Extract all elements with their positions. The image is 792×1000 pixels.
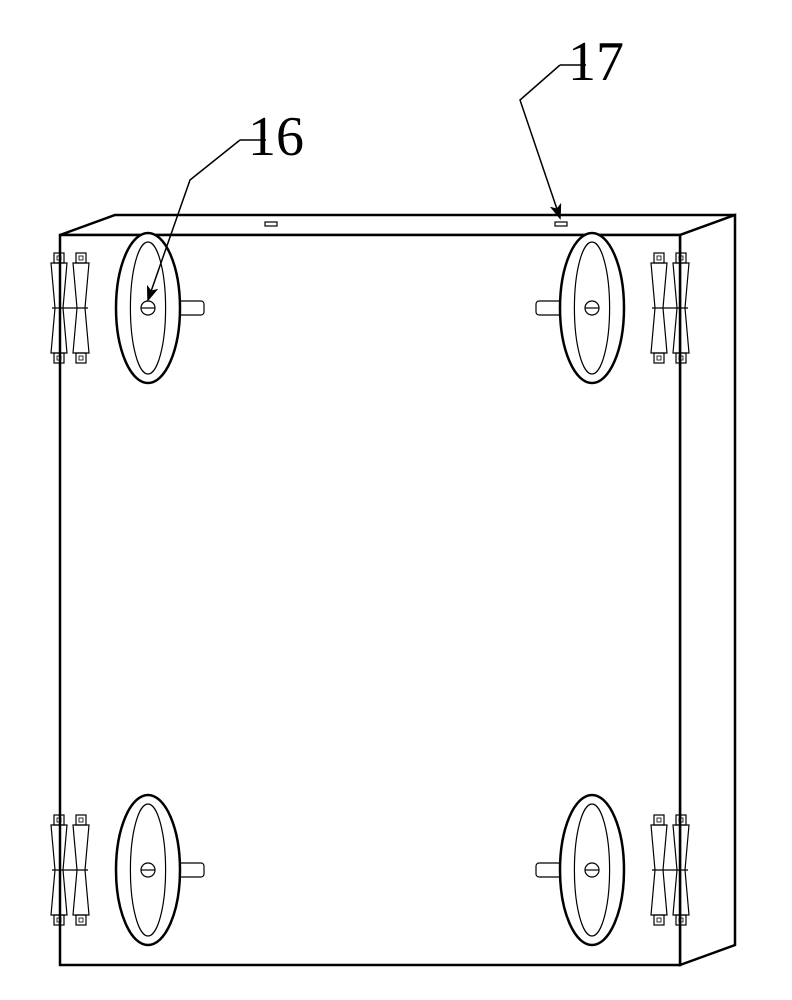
drawing-group — [51, 65, 735, 965]
label-17: 17 — [568, 30, 624, 94]
box-top-face — [60, 215, 735, 235]
box-side-face — [680, 215, 735, 965]
diagram-canvas — [0, 0, 792, 1000]
label-16: 16 — [248, 105, 304, 169]
label-leader-1 — [520, 65, 560, 218]
